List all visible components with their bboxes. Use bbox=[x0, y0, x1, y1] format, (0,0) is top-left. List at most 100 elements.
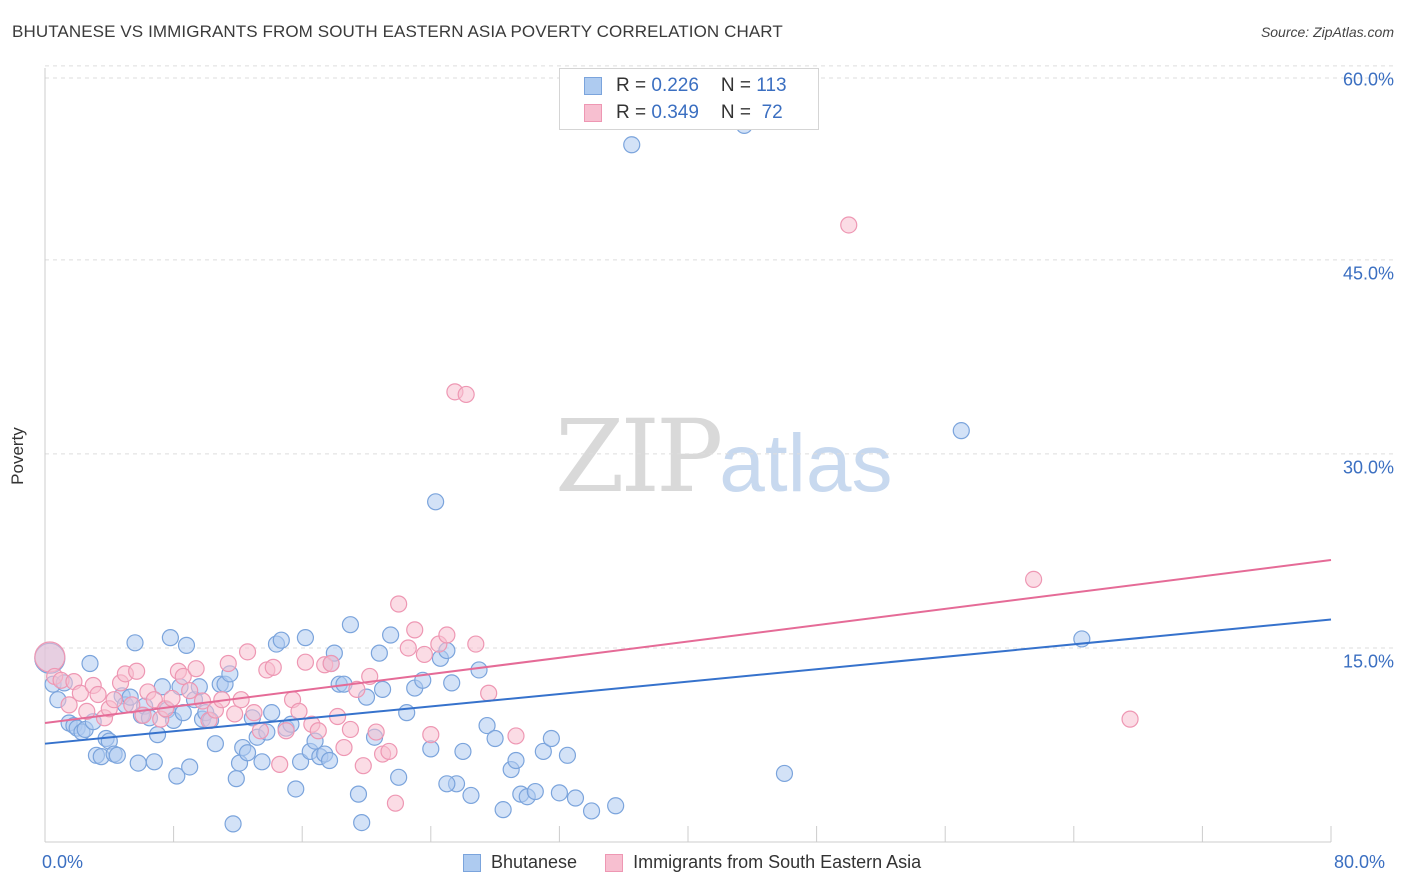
bhutanese-point bbox=[462, 786, 480, 805]
immigrants-point bbox=[422, 726, 440, 744]
bhutanese-point bbox=[470, 661, 488, 679]
bhutanese-point bbox=[542, 729, 560, 748]
watermark-atlas: atlas bbox=[719, 418, 893, 509]
immigrants-point bbox=[128, 662, 146, 680]
bhutanese-point bbox=[373, 680, 392, 698]
immigrants-point bbox=[290, 702, 308, 720]
immigrants-point bbox=[1121, 710, 1139, 728]
bhutanese-point bbox=[534, 742, 552, 761]
y-tick-label: 30.0% bbox=[1342, 457, 1394, 478]
bhutanese-point bbox=[341, 616, 360, 634]
x-tick-label-min: 0.0% bbox=[42, 852, 84, 872]
bhutanese-point bbox=[382, 626, 400, 644]
bhutanese-point bbox=[607, 797, 625, 815]
legend-row-immigrants: R = 0.349 N = 72 bbox=[584, 100, 783, 126]
immigrants-point bbox=[78, 702, 96, 720]
immigrants-point bbox=[264, 658, 282, 676]
legend-r-value: 0.226 bbox=[651, 75, 699, 96]
legend-n-label: N = bbox=[720, 75, 757, 96]
bhutanese-point bbox=[443, 674, 461, 692]
immigrants-swatch bbox=[605, 853, 624, 872]
bhutanese-point bbox=[526, 782, 544, 801]
immigrants-point bbox=[386, 794, 405, 812]
bhutanese-point bbox=[427, 493, 445, 511]
immigrants-point bbox=[34, 641, 66, 673]
series-legend-bhutanese[interactable]: Bhutanese bbox=[463, 852, 577, 873]
immigrants-point bbox=[399, 639, 417, 657]
immigrants-point bbox=[457, 385, 475, 404]
immigrants-point bbox=[277, 722, 295, 740]
immigrants-point bbox=[163, 689, 181, 708]
y-tick-label: 45.0% bbox=[1342, 263, 1394, 284]
immigrants-point bbox=[406, 621, 424, 639]
bhutanese-point bbox=[126, 634, 144, 652]
bhutanese-point bbox=[582, 802, 601, 820]
bhutanese-point bbox=[390, 768, 408, 786]
legend-row-bhutanese: R = 0.226 N = 113 bbox=[584, 73, 787, 99]
immigrants-label: Immigrants from South Eastern Asia bbox=[633, 852, 922, 872]
bhutanese-point bbox=[177, 636, 196, 654]
immigrants-point bbox=[193, 692, 212, 710]
bhutanese-point bbox=[775, 764, 794, 783]
watermark: ZIPatlas bbox=[555, 398, 893, 515]
immigrants-point bbox=[296, 653, 315, 671]
immigrants-point bbox=[219, 654, 237, 673]
legend-r-label: R = bbox=[616, 102, 652, 123]
bhutanese-point bbox=[263, 704, 281, 722]
bhutanese-point bbox=[253, 753, 271, 771]
chart-title: BHUTANESE VS IMMIGRANTS FROM SOUTH EASTE… bbox=[12, 22, 783, 41]
immigrants-point bbox=[71, 684, 89, 702]
bhutanese-point bbox=[145, 753, 163, 771]
bhutanese-point bbox=[486, 729, 504, 748]
immigrants-point bbox=[309, 722, 327, 740]
immigrants-point bbox=[181, 682, 199, 700]
immigrants-point bbox=[60, 696, 78, 714]
y-tick-label: 60.0% bbox=[1342, 69, 1394, 90]
bhutanese-point bbox=[550, 784, 569, 802]
immigrants-point bbox=[507, 727, 525, 745]
immigrants-point bbox=[467, 635, 485, 653]
bhutanese-point bbox=[454, 742, 472, 761]
immigrants-point bbox=[1025, 570, 1043, 589]
immigrants-point bbox=[174, 667, 192, 686]
series-legend-immigrants[interactable]: Immigrants from South Eastern Asia bbox=[605, 852, 921, 873]
bhutanese-swatch bbox=[463, 853, 481, 872]
bhutanese-point bbox=[566, 789, 585, 807]
correlation-legend: R = 0.226 N = 113 R = 0.349 N = 72 bbox=[559, 68, 819, 130]
bhutanese-point bbox=[320, 751, 339, 770]
bhutanese-point bbox=[161, 629, 179, 647]
immigrants-point bbox=[238, 643, 257, 661]
bhutanese-point bbox=[129, 754, 147, 772]
x-tick-label-max: 80.0% bbox=[1334, 852, 1386, 872]
bhutanese-point bbox=[478, 716, 496, 735]
bhutanese-point bbox=[349, 785, 368, 803]
bhutanese-point bbox=[494, 801, 512, 819]
immigrants-trend-line bbox=[44, 559, 1332, 724]
immigrants-point bbox=[335, 738, 353, 757]
bhutanese-point bbox=[623, 136, 641, 154]
legend-r-value: 0.349 bbox=[651, 102, 699, 123]
bhutanese-point bbox=[181, 758, 199, 776]
immigrants-point bbox=[367, 723, 385, 741]
legend-n-value: 113 bbox=[756, 75, 787, 96]
immigrants-point bbox=[226, 705, 244, 723]
legend-swatch-pink bbox=[584, 104, 602, 122]
immigrants-point bbox=[105, 691, 123, 709]
bhutanese-point bbox=[398, 704, 416, 722]
bhutanese-point bbox=[206, 735, 224, 753]
bhutanese-point bbox=[422, 740, 440, 758]
immigrants-point bbox=[245, 704, 263, 722]
series-legend: Bhutanese Immigrants from South Eastern … bbox=[463, 852, 949, 873]
immigrants-point bbox=[415, 645, 433, 664]
immigrants-point bbox=[271, 755, 289, 773]
bhutanese-point bbox=[438, 775, 456, 793]
legend-n-value: 72 bbox=[756, 102, 783, 123]
bhutanese-point bbox=[287, 780, 305, 798]
legend-r-label: R = bbox=[616, 75, 652, 96]
bhutanese-label: Bhutanese bbox=[491, 852, 578, 872]
legend-swatch-blue bbox=[584, 77, 602, 95]
immigrants-point bbox=[341, 720, 360, 739]
immigrants-point bbox=[322, 654, 340, 673]
y-axis-label: Poverty bbox=[8, 427, 27, 485]
